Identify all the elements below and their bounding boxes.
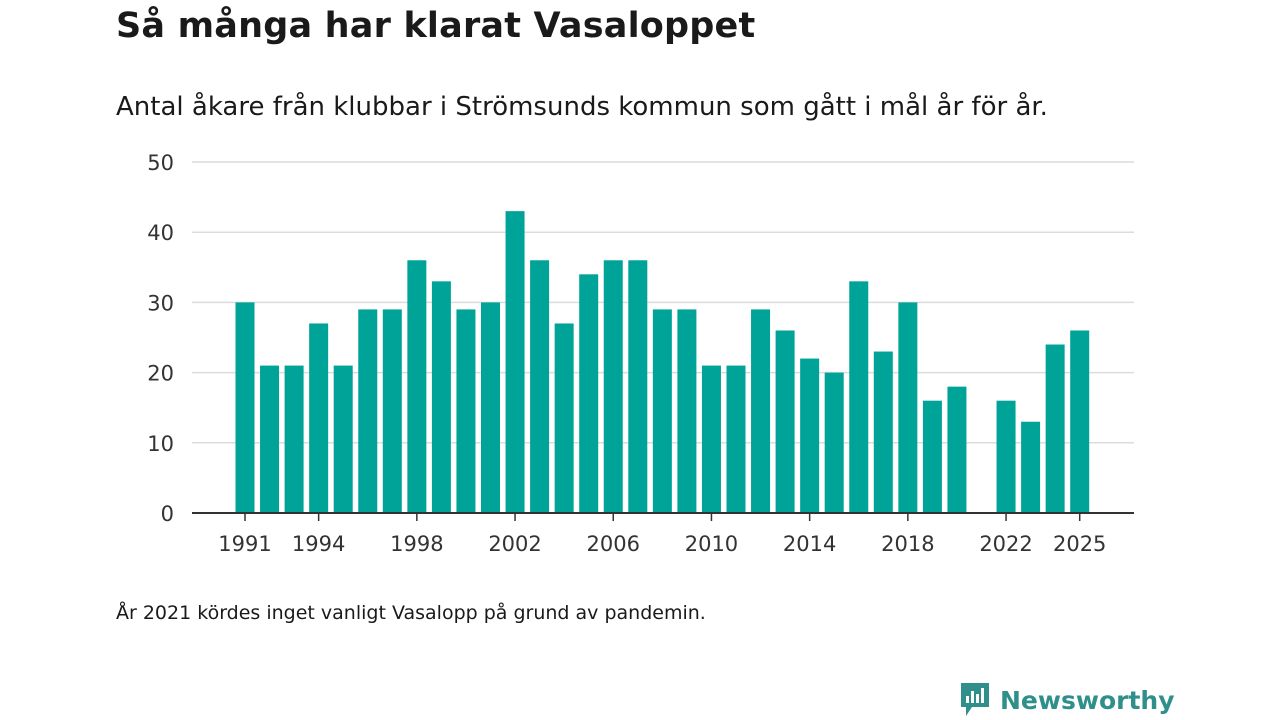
- bar-1991: [235, 302, 255, 513]
- bar-2002: [505, 211, 525, 513]
- y-tick-label: 50: [147, 151, 174, 175]
- bar-2003: [530, 260, 550, 513]
- bar-2018: [898, 302, 918, 513]
- bar-1998: [407, 260, 427, 513]
- bar-1994: [309, 323, 329, 513]
- bar-2023: [1021, 421, 1041, 513]
- bar-2015: [824, 372, 844, 513]
- y-tick-label: 10: [147, 432, 174, 456]
- bar-2025: [1070, 330, 1090, 513]
- bar-chart: 0 10 20 30 40 50 1991 1994 1998 2002 2006 2010 2014…: [147, 151, 1134, 556]
- bar-1999: [431, 281, 451, 513]
- bars: [235, 211, 1090, 513]
- x-tick-label: 2014: [783, 532, 836, 556]
- bar-2012: [751, 309, 771, 513]
- bar-2024: [1045, 344, 1065, 513]
- footnote: År 2021 kördes inget vanligt Vasalopp på…: [116, 602, 706, 624]
- x-tick-label: 2002: [488, 532, 541, 556]
- bar-2007: [628, 260, 648, 513]
- bar-2001: [481, 302, 500, 513]
- bar-2019: [922, 400, 942, 513]
- bar-2011: [726, 365, 746, 513]
- brand-name: Newsworthy: [1000, 685, 1175, 715]
- chart-subtitle: Antal åkare från klubbar i Strömsunds ko…: [116, 92, 1048, 122]
- brand-logo[interactable]: Newsworthy: [958, 680, 1175, 720]
- x-axis-ticks: 1991 1994 1998 2002 2006 2010 2014 2018 2022 2025: [218, 513, 1106, 556]
- x-tick-label: 2018: [881, 532, 934, 556]
- bar-2014: [800, 358, 820, 513]
- y-axis-ticks: 0 10 20 30 40 50: [147, 151, 174, 526]
- bar-1993: [284, 365, 304, 513]
- bar-1992: [260, 365, 280, 513]
- bar-2008: [652, 309, 672, 513]
- y-tick-label: 0: [161, 502, 174, 526]
- x-tick-label: 2006: [587, 532, 640, 556]
- bar-2005: [579, 274, 599, 513]
- x-tick-label: 2010: [685, 532, 738, 556]
- x-tick-label: 2025: [1053, 532, 1106, 556]
- x-tick-label: 1994: [292, 532, 345, 556]
- x-tick-label: 1998: [390, 532, 443, 556]
- chart-title: Så många har klarat Vasaloppet: [116, 6, 756, 46]
- y-tick-label: 40: [147, 221, 174, 245]
- bar-1995: [333, 365, 353, 513]
- newsworthy-logo-icon: [961, 683, 989, 716]
- bar-2013: [775, 330, 795, 513]
- bar-1997: [382, 309, 402, 513]
- bar-2009: [677, 309, 697, 513]
- bar-2000: [456, 309, 476, 513]
- y-tick-label: 30: [147, 291, 174, 315]
- bar-2006: [603, 260, 623, 513]
- x-tick-label: 2022: [979, 532, 1032, 556]
- bar-2010: [701, 365, 721, 513]
- bar-2016: [849, 281, 869, 513]
- bar-2004: [554, 323, 574, 513]
- bar-2017: [873, 351, 893, 513]
- bar-2020: [947, 386, 967, 513]
- bar-1996: [358, 309, 378, 513]
- x-tick-label: 1991: [218, 532, 271, 556]
- bar-2022: [996, 400, 1016, 513]
- y-tick-label: 20: [147, 362, 174, 386]
